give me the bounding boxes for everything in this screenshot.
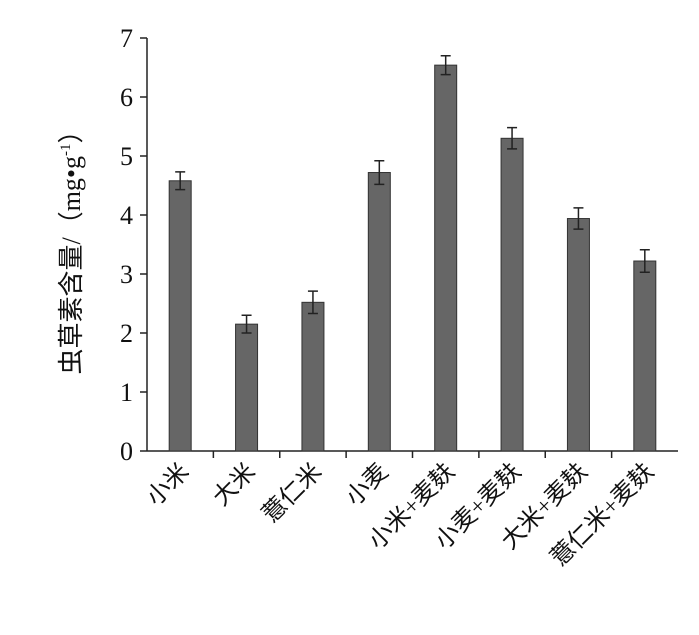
error-bar [507,126,518,150]
error-bar [175,171,186,191]
y-axis-label: 虫草素含量/（mg•g-1） [57,117,86,374]
y-tick-label: 1 [120,378,133,407]
bar [367,172,391,452]
y-tick-label: 5 [120,142,133,171]
error-bar [307,290,318,315]
y-label-end: ） [57,117,86,143]
x-tick-label: 薏仁米 [257,458,327,528]
y-tick-label: 6 [120,83,133,112]
bar [434,64,458,452]
error-bar [241,314,252,334]
y-tick-label: 4 [120,201,133,230]
y-label-main: 虫草素含量/（mg•g [57,156,86,375]
error-bar [374,159,385,186]
x-tick-label: 小米 [141,458,194,511]
bar [500,137,524,452]
error-bar [573,207,584,230]
bar [235,323,259,452]
x-tick-label: 小麦 [341,458,394,511]
x-tick-label: 大米 [208,458,261,511]
bar [633,260,657,452]
error-bar [639,249,650,273]
bar [566,218,590,452]
error-bar [440,54,451,76]
y-label-sup: -1 [58,143,74,156]
y-tick-label: 0 [120,437,133,466]
bar [301,301,325,452]
y-tick-label: 3 [120,260,133,289]
bar [168,180,192,452]
y-tick-label: 2 [120,319,133,348]
y-tick-label: 7 [120,24,133,53]
